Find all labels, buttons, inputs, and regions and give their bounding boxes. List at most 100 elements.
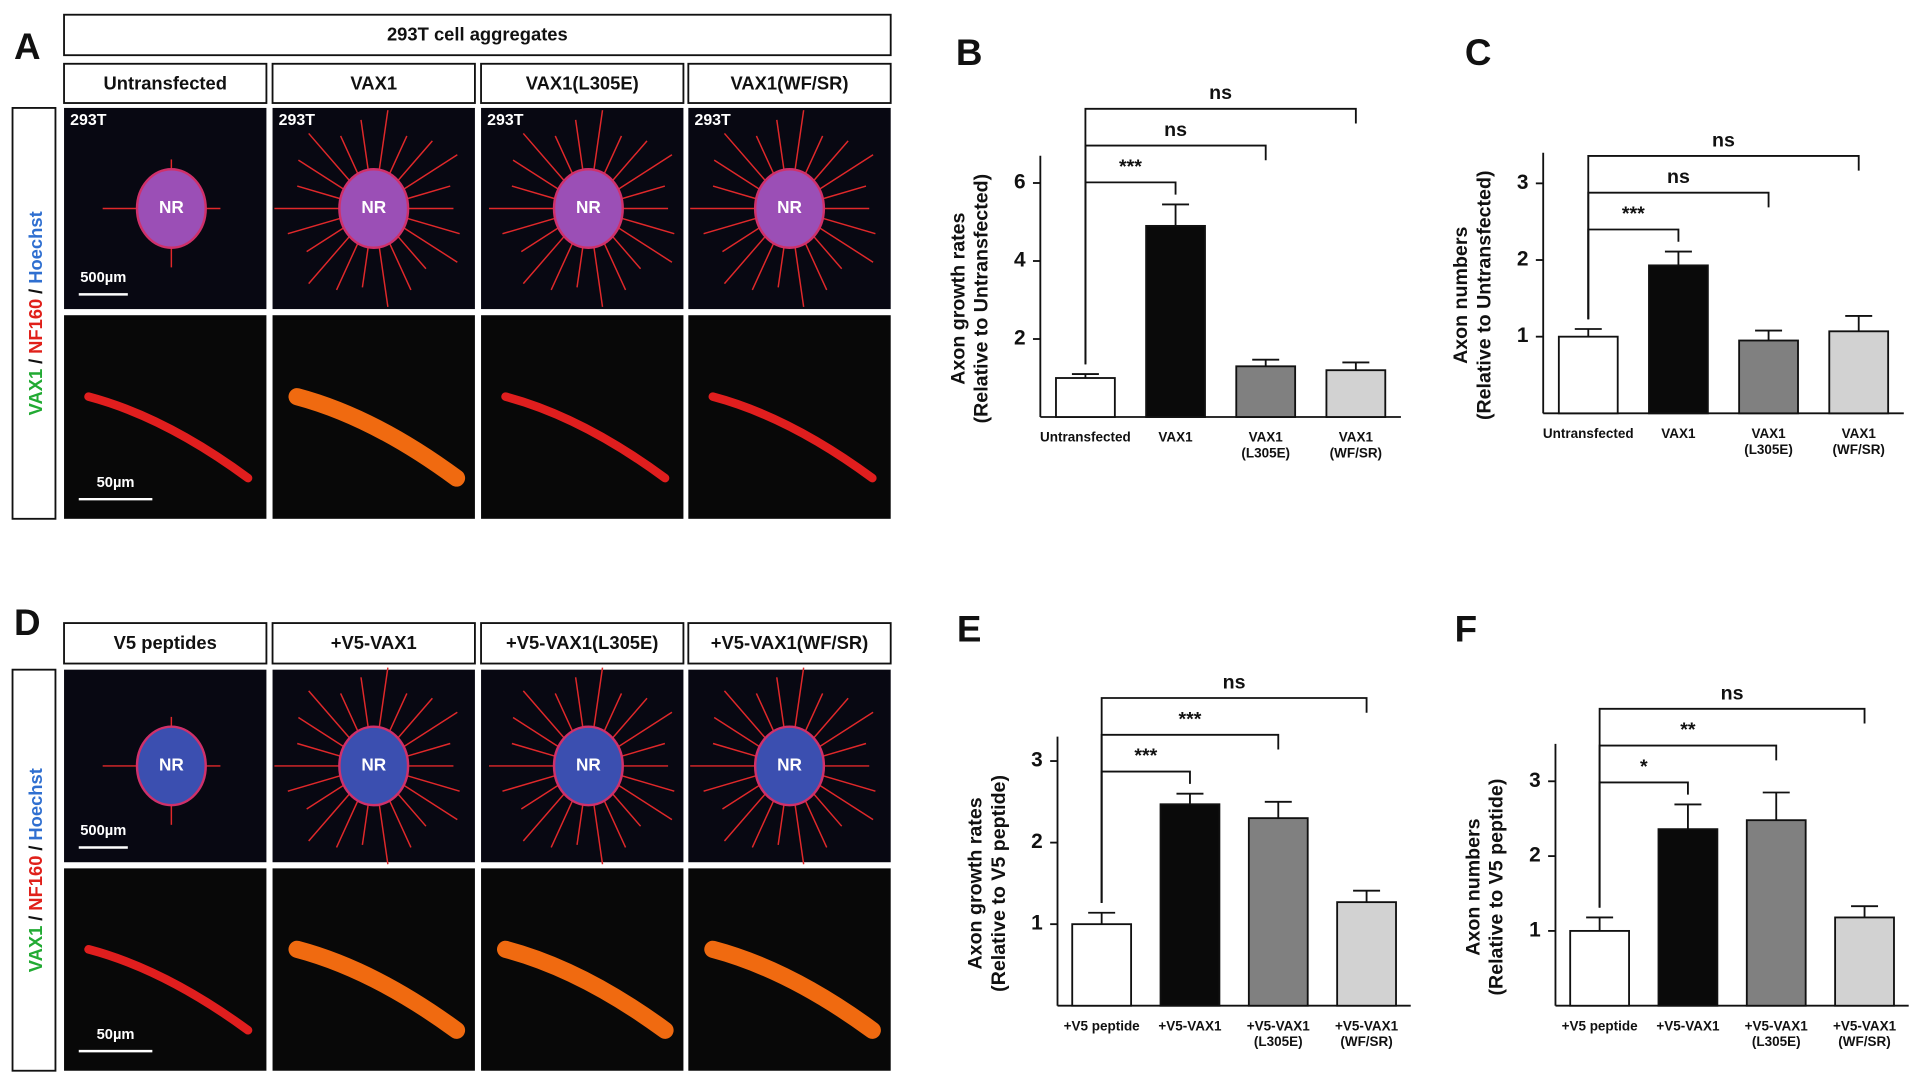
axon	[809, 231, 843, 270]
axon	[399, 711, 458, 750]
significance-bracket	[1100, 697, 1368, 903]
significance-label: ns	[1721, 682, 1744, 704]
axon	[520, 781, 563, 810]
retina-explant	[338, 168, 410, 249]
bar	[1235, 365, 1297, 418]
bar	[1336, 901, 1397, 1007]
x-tick-label: +V5 peptide	[1562, 1018, 1639, 1033]
axon	[360, 677, 371, 736]
stain-part: VAX1	[25, 369, 46, 416]
axon	[592, 796, 604, 865]
column-label: +V5-VAX1(L305E)	[506, 632, 658, 653]
axon	[377, 667, 389, 736]
column-box	[271, 622, 476, 665]
axon	[360, 119, 371, 179]
axon	[335, 793, 362, 848]
micrograph-zoom	[64, 315, 267, 519]
axon	[287, 773, 345, 792]
axon	[522, 788, 569, 842]
axon	[402, 742, 451, 759]
bar	[1325, 369, 1387, 418]
axon	[393, 788, 427, 827]
significance-bracket	[1587, 154, 1860, 320]
significance-label: **	[1680, 719, 1696, 741]
axon	[298, 716, 349, 750]
axon	[607, 140, 648, 186]
axon-zoom	[84, 392, 253, 483]
nr-label: NR	[361, 754, 386, 774]
axon	[713, 716, 765, 750]
axon	[722, 781, 765, 810]
significance-label: ns	[1223, 671, 1246, 693]
bar	[1159, 803, 1221, 1007]
stain-part: VAX1	[25, 926, 46, 973]
separator: /	[25, 289, 46, 294]
axon	[385, 793, 412, 848]
axon-zoom	[496, 940, 674, 1039]
axon-zoom	[84, 945, 253, 1035]
axon	[814, 781, 874, 821]
axon	[712, 185, 761, 201]
y-tick-label: 3	[1529, 769, 1541, 792]
column-box	[63, 62, 268, 104]
stain-part: NF160	[25, 299, 46, 354]
axon	[617, 742, 666, 759]
header-box	[63, 13, 892, 57]
x-tick-label: +V5-VAX1 (L305E)	[1745, 1018, 1809, 1049]
stain-box	[11, 107, 57, 520]
separator: /	[25, 359, 46, 364]
axon	[713, 159, 765, 193]
axon	[393, 697, 433, 744]
y-tick-label: 4	[1014, 248, 1026, 271]
axon	[793, 796, 805, 865]
axon	[297, 185, 345, 201]
axon	[617, 185, 666, 201]
bar	[1738, 339, 1799, 415]
axon	[502, 216, 560, 235]
axon	[522, 132, 569, 186]
nr-label: NR	[159, 754, 184, 774]
micrograph-zoom	[688, 315, 891, 519]
bar	[1648, 264, 1709, 415]
axon	[613, 224, 673, 263]
scale-label: 50µm	[97, 1027, 135, 1043]
stain-label: VAX1 / NF160 / Hoechst	[25, 211, 46, 415]
axon	[703, 216, 761, 235]
axon	[617, 216, 675, 235]
axon	[814, 224, 874, 263]
axon	[793, 238, 805, 307]
axon	[776, 119, 786, 179]
significance-bracket	[1084, 107, 1357, 365]
axon-zoom	[501, 392, 670, 483]
x-tick-label: +V5-VAX1	[1158, 1018, 1222, 1033]
significance-bracket	[1598, 707, 1866, 908]
y-tick-label: 3	[1517, 171, 1529, 194]
x-tick-label: VAX1	[1661, 426, 1696, 441]
axon	[592, 110, 604, 179]
significance-label: ns	[1164, 119, 1187, 141]
axon	[592, 667, 604, 736]
axon	[377, 110, 389, 179]
axon	[377, 238, 389, 307]
nr-label: NR	[576, 197, 601, 217]
axon	[723, 788, 770, 842]
retina-explant	[338, 725, 410, 807]
y-tick-label: 3	[1031, 749, 1043, 772]
axon	[393, 140, 433, 186]
y-axis-label: (Relative to V5 peptide)	[988, 775, 1010, 992]
column-box	[687, 622, 892, 665]
axon	[502, 773, 560, 792]
axon	[801, 236, 828, 291]
y-axis-label: Axon growth rates	[964, 797, 986, 969]
axon	[511, 185, 560, 201]
axon	[723, 231, 770, 285]
x-tick-label: VAX1 (WF/SR)	[1832, 426, 1884, 457]
y-tick-label: 2	[1529, 844, 1541, 867]
micrograph-zoom	[64, 868, 267, 1071]
axon	[801, 793, 828, 848]
stain-box	[11, 668, 57, 1072]
axon	[550, 236, 577, 291]
column-box	[480, 62, 685, 104]
significance-label: ns	[1712, 129, 1735, 151]
scale-label: 500µm	[80, 823, 126, 839]
